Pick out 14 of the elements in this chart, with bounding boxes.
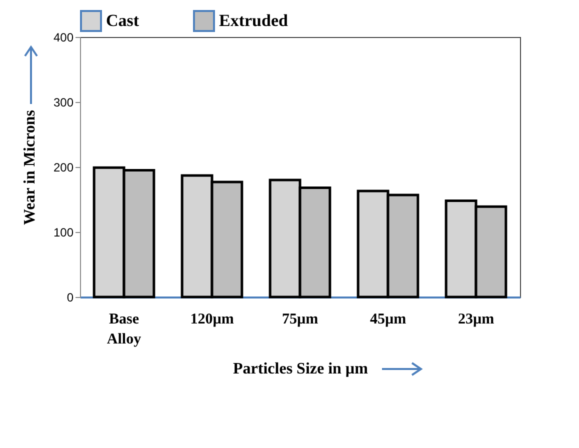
x-tick-label: Base Alloy <box>106 312 142 348</box>
x-axis-title: Particles Size in µm <box>233 360 369 378</box>
x-tick-label: 120µm <box>190 312 234 328</box>
x-tick-label: 75µm <box>282 312 319 328</box>
y-tick-label: 0 <box>66 290 74 304</box>
y-tick-label: 100 <box>53 226 74 240</box>
y-tick-label: 200 <box>53 160 74 174</box>
legend-label: Extruded <box>219 11 288 30</box>
y-axis-title: Wear in Microns <box>21 110 38 225</box>
y-tick-label: 400 <box>53 30 74 44</box>
y-tick-label: 300 <box>53 96 74 110</box>
x-tick-label: 45µm <box>370 312 407 328</box>
legend-label: Cast <box>106 11 140 30</box>
x-tick-label: 23µm <box>458 312 495 328</box>
